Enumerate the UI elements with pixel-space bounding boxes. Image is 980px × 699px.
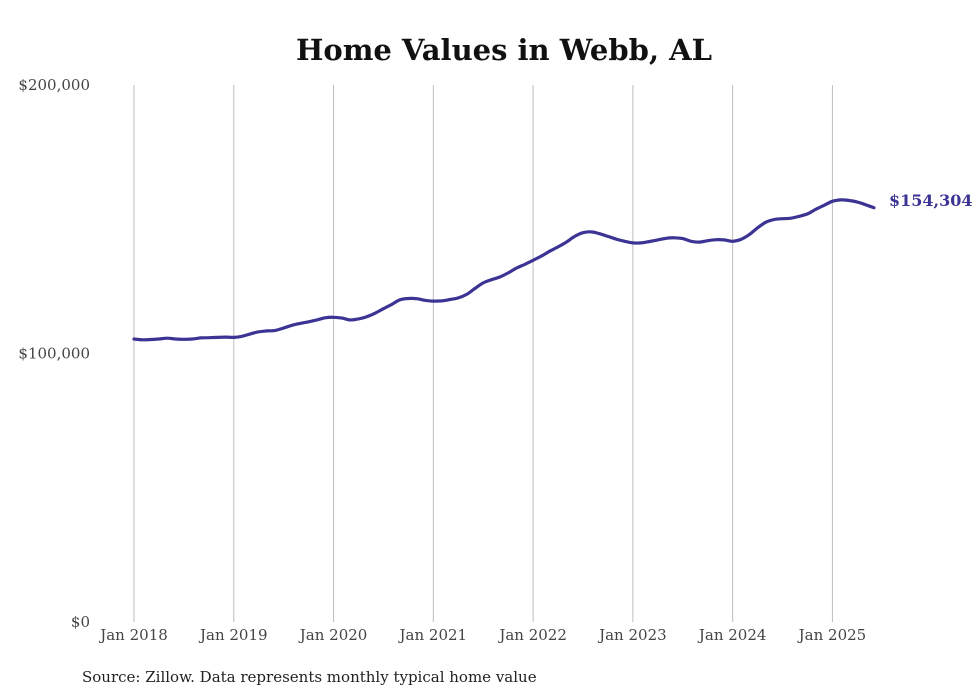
x-tick-label: Jan 2023 [597,626,667,644]
x-axis-ticks: Jan 2018 Jan 2019 Jan 2020 Jan 2021 Jan 2022… [98,626,866,644]
chart-title: Home Values in Webb, AL [296,33,712,67]
y-tick-label: $200,000 [18,76,90,94]
x-tick-label: Jan 2025 [797,626,867,644]
x-tick-label: Jan 2022 [497,626,567,644]
x-tick-label: Jan 2024 [697,626,767,644]
end-value-label: $154,304 [889,191,973,210]
series-group [132,198,876,342]
x-tick-label: Jan 2019 [198,626,268,644]
x-tick-label: Jan 2020 [298,626,368,644]
source-note: Source: Zillow. Data represents monthly … [82,668,537,686]
y-axis-ticks: $0 $100,000 $200,000 [18,76,90,631]
y-tick-label: $100,000 [18,345,90,363]
gridlines [133,85,833,622]
x-tick-label: Jan 2018 [98,626,168,644]
y-tick-label: $0 [71,613,90,631]
series-line [132,198,876,342]
x-tick-label: Jan 2021 [398,626,468,644]
